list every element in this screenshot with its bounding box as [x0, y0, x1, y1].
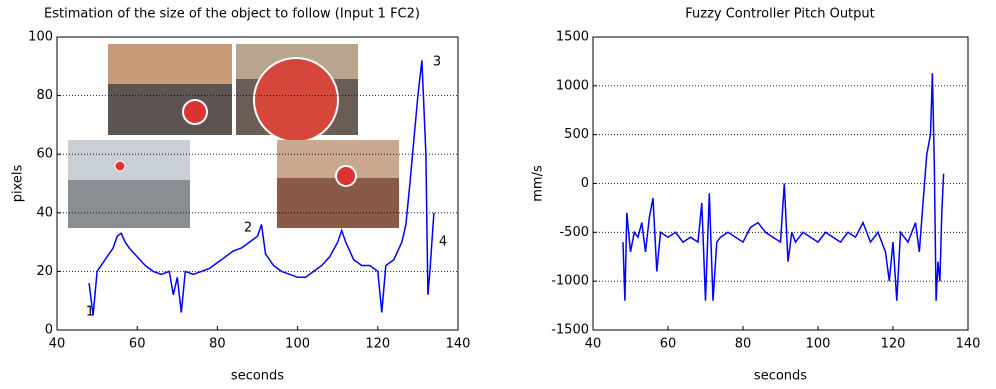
x-tick-label: 120 [881, 337, 906, 352]
photo [108, 44, 232, 135]
photo [277, 140, 399, 228]
x-axis-label: seconds [231, 369, 284, 384]
photo-ball [335, 165, 357, 187]
x-tick-label: 140 [446, 337, 471, 352]
x-tick-label: 80 [735, 337, 752, 352]
chart-title: Fuzzy Controller Pitch Output [685, 7, 875, 22]
photo-ball [182, 99, 208, 125]
photo-ball [114, 160, 126, 172]
x-tick-label: 80 [209, 337, 226, 352]
x-tick-label: 40 [49, 337, 66, 352]
photo [68, 140, 190, 228]
x-tick-label: 60 [129, 337, 146, 352]
data-line [622, 73, 945, 301]
y-tick-label: 500 [564, 127, 589, 142]
annotation: 3 [433, 55, 441, 70]
y-tick-label: -500 [559, 225, 589, 240]
y-tick-label: 40 [36, 205, 53, 220]
x-tick-label: 120 [365, 337, 390, 352]
x-tick-label: 140 [956, 337, 981, 352]
plot-frame [56, 36, 459, 331]
x-axis-label: seconds [754, 369, 807, 384]
photo-sky [68, 140, 190, 180]
annotation: 1 [86, 305, 94, 320]
x-tick-label: 100 [806, 337, 831, 352]
photo-sky [108, 44, 232, 84]
x-tick-label: 40 [585, 337, 602, 352]
y-axis-label: pixels [11, 165, 26, 203]
annotation: 4 [439, 235, 447, 250]
x-tick-label: 60 [660, 337, 677, 352]
photo [236, 44, 358, 143]
y-tick-label: 80 [36, 88, 53, 103]
y-tick-label: -1500 [551, 323, 589, 338]
chart-title: Estimation of the size of the object to … [44, 7, 420, 22]
data-line [88, 60, 435, 316]
y-tick-label: 0 [45, 323, 53, 338]
y-tick-label: 1000 [556, 78, 589, 93]
y-tick-label: 60 [36, 147, 53, 162]
plot-frame [592, 36, 969, 331]
x-tick-label: 100 [285, 337, 310, 352]
y-tick-label: -1000 [551, 274, 589, 289]
y-axis-label: mm/s [531, 165, 546, 202]
y-tick-label: 20 [36, 264, 53, 279]
annotation: 2 [244, 221, 252, 236]
y-tick-label: 0 [581, 176, 589, 191]
y-tick-label: 100 [28, 30, 53, 45]
y-tick-label: 1500 [556, 30, 589, 45]
inset-photos [68, 44, 399, 228]
photo-ball [253, 57, 339, 143]
